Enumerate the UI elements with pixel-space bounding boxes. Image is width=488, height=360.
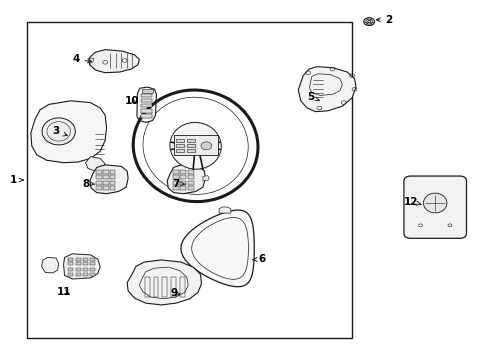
Bar — [68, 268, 73, 271]
Text: 8: 8 — [82, 179, 95, 189]
Bar — [180, 175, 186, 179]
Bar — [68, 258, 73, 261]
Bar — [83, 258, 88, 261]
Polygon shape — [137, 87, 156, 122]
Polygon shape — [31, 101, 106, 163]
Text: 4: 4 — [72, 54, 91, 64]
Polygon shape — [89, 50, 139, 73]
Bar — [83, 273, 88, 276]
Bar — [109, 186, 115, 190]
Bar — [176, 149, 183, 152]
Bar — [102, 175, 108, 179]
Text: 12: 12 — [403, 197, 420, 207]
Polygon shape — [90, 165, 128, 194]
Bar — [102, 170, 108, 174]
Bar — [68, 262, 73, 265]
Bar — [187, 170, 193, 174]
Bar — [102, 181, 108, 185]
Bar — [153, 277, 158, 297]
Bar — [90, 273, 95, 276]
Polygon shape — [89, 58, 94, 63]
Polygon shape — [85, 157, 105, 171]
Polygon shape — [203, 176, 209, 181]
Bar — [96, 175, 102, 179]
Bar — [173, 186, 179, 190]
Polygon shape — [63, 254, 100, 279]
Bar — [90, 262, 95, 265]
Bar — [180, 277, 184, 297]
Bar — [187, 181, 193, 185]
Bar — [109, 175, 115, 179]
Text: 2: 2 — [376, 15, 391, 25]
Bar — [76, 262, 81, 265]
Bar — [176, 139, 183, 142]
Text: 6: 6 — [252, 254, 264, 264]
Bar — [83, 262, 88, 265]
Bar — [141, 94, 152, 97]
Bar — [173, 181, 179, 185]
Bar — [83, 268, 88, 271]
Bar — [141, 99, 152, 102]
Bar — [173, 170, 179, 174]
Bar — [141, 109, 152, 113]
Polygon shape — [298, 67, 355, 112]
Bar — [102, 186, 108, 190]
Bar — [180, 186, 186, 190]
Bar — [90, 258, 95, 261]
Polygon shape — [41, 257, 59, 273]
Bar — [96, 170, 102, 174]
Bar — [141, 104, 152, 107]
Ellipse shape — [169, 122, 221, 169]
Bar — [186, 144, 194, 147]
Bar — [173, 135, 217, 155]
Bar — [141, 114, 152, 118]
Bar — [68, 273, 73, 276]
Bar — [76, 268, 81, 271]
Polygon shape — [127, 260, 201, 305]
Bar — [186, 149, 194, 152]
Text: 10: 10 — [124, 96, 139, 106]
Bar — [162, 277, 167, 297]
Text: 1: 1 — [10, 175, 23, 185]
Ellipse shape — [363, 18, 374, 26]
Bar — [187, 175, 193, 179]
Bar — [173, 175, 179, 179]
Bar — [144, 277, 149, 297]
Bar — [76, 258, 81, 261]
Ellipse shape — [142, 97, 248, 194]
Bar — [142, 89, 152, 93]
FancyBboxPatch shape — [403, 176, 466, 238]
Polygon shape — [181, 210, 254, 287]
Ellipse shape — [42, 118, 75, 145]
Bar — [96, 181, 102, 185]
Bar — [180, 170, 186, 174]
Ellipse shape — [201, 142, 211, 150]
Text: 9: 9 — [170, 288, 180, 298]
Text: 11: 11 — [56, 287, 71, 297]
Bar — [90, 268, 95, 271]
Ellipse shape — [423, 193, 446, 213]
Polygon shape — [219, 207, 230, 213]
Polygon shape — [167, 165, 205, 194]
Bar — [187, 186, 193, 190]
Bar — [109, 181, 115, 185]
Bar — [180, 181, 186, 185]
Text: 7: 7 — [172, 179, 185, 189]
Bar — [109, 170, 115, 174]
Text: 3: 3 — [53, 126, 67, 136]
Bar — [186, 139, 194, 142]
Bar — [176, 144, 183, 147]
Bar — [96, 186, 102, 190]
Bar — [76, 273, 81, 276]
Bar — [27, 22, 351, 338]
Text: 5: 5 — [306, 92, 319, 102]
Bar — [171, 277, 176, 297]
